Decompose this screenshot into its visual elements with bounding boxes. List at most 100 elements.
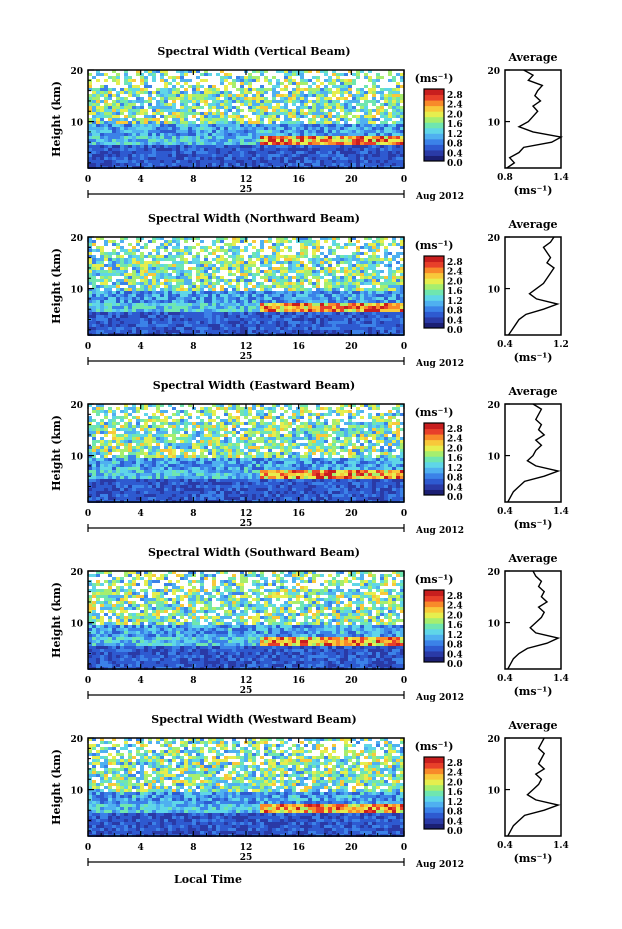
colorbar-swatch — [424, 294, 444, 301]
panel-4: Spectral Width (Southward Beam) 0 4 8 12 16 20… — [50, 546, 569, 703]
average-frame — [504, 69, 562, 169]
average-x-tick-label: 0.4 — [497, 674, 513, 684]
colorbar-swatch — [424, 305, 444, 312]
average-profile-line — [507, 403, 561, 503]
x-tick-label: 0 — [85, 676, 91, 686]
y-tick-label: 10 — [70, 787, 83, 797]
colorbar-unit: (ms⁻¹) — [415, 406, 454, 419]
panel-title: Spectral Width (Northward Beam) — [148, 212, 360, 225]
panel-5: Spectral Width (Westward Beam) 0 4 8 12 16 20 0… — [50, 713, 569, 886]
average-x-axis-label: (ms⁻¹) — [514, 351, 553, 364]
colorbar-tick-label: 0.4 — [447, 817, 463, 827]
colorbar-swatch — [424, 261, 444, 268]
date-day-label: 25 — [240, 853, 253, 863]
colorbar-swatch — [424, 757, 444, 764]
colorbar-swatch — [424, 823, 444, 830]
colorbar-swatch — [424, 773, 444, 780]
x-tick-label: 0 — [85, 342, 91, 352]
colorbar-swatch — [424, 133, 444, 140]
y-tick-label: 20 — [70, 401, 83, 411]
colorbar-tick-label: 0.4 — [447, 650, 463, 660]
average-x-tick-label: 1.4 — [553, 173, 569, 183]
colorbar-swatch — [424, 817, 444, 824]
x-tick-label: 0 — [85, 175, 91, 185]
date-month-label: Aug 2012 — [415, 860, 464, 870]
colorbar-swatch — [424, 617, 444, 624]
colorbar-swatch — [424, 149, 444, 156]
average-x-tick-label: 1.2 — [553, 340, 569, 350]
average-frame — [504, 236, 562, 336]
x-tick-label: 20 — [345, 843, 358, 853]
colorbar-swatch — [424, 423, 444, 430]
x-axis-label: Local Time — [174, 873, 242, 886]
colorbar-tick-label: 0.4 — [447, 149, 463, 159]
colorbar-tick-label: 0.8 — [447, 808, 463, 818]
colorbar-swatch — [424, 311, 444, 318]
panel-title: Spectral Width (Vertical Beam) — [157, 45, 350, 58]
average-frame — [504, 403, 562, 503]
colorbar-swatch — [424, 806, 444, 813]
colorbar-swatch — [424, 779, 444, 786]
colorbar-swatch — [424, 590, 444, 597]
average-y-tick-label: 10 — [487, 286, 500, 296]
date-month-label: Aug 2012 — [415, 693, 464, 703]
colorbar-swatch — [424, 138, 444, 145]
colorbar-tick-label: 1.2 — [447, 464, 463, 474]
colorbar-tick-label: 2.4 — [447, 602, 463, 612]
colorbar-unit: (ms⁻¹) — [415, 573, 454, 586]
average-x-tick-label: 0.8 — [497, 173, 513, 183]
y-tick-label: 10 — [70, 453, 83, 463]
average-x-tick-label: 1.4 — [553, 674, 569, 684]
colorbar-tick-label: 2.4 — [447, 101, 463, 111]
y-tick-label: 10 — [70, 620, 83, 630]
panel-title: Spectral Width (Westward Beam) — [151, 713, 356, 726]
colorbar-frame — [423, 756, 445, 830]
colorbar-swatch — [424, 100, 444, 107]
colorbar-tick-label: 1.2 — [447, 798, 463, 808]
colorbar-swatch — [424, 650, 444, 657]
average-y-tick-label: 10 — [487, 453, 500, 463]
colorbar-tick-label: 0.0 — [447, 326, 463, 336]
colorbar-tick-label: 2.0 — [447, 611, 463, 621]
average-title: Average — [507, 385, 557, 398]
colorbar-swatch — [424, 289, 444, 296]
y-axis-label: Height (km) — [50, 749, 63, 825]
colorbar-tick-label: 2.8 — [447, 91, 463, 101]
average-frame — [504, 737, 562, 837]
panel-title: Spectral Width (Eastward Beam) — [153, 379, 355, 392]
colorbar-tick-label: 0.0 — [447, 159, 463, 169]
colorbar-swatch — [424, 116, 444, 123]
y-tick-label: 20 — [70, 735, 83, 745]
colorbar-swatch — [424, 628, 444, 635]
colorbar-unit: (ms⁻¹) — [415, 72, 454, 85]
colorbar-tick-label: 2.8 — [447, 425, 463, 435]
average-profile-line — [506, 69, 564, 169]
colorbar-swatch — [424, 450, 444, 457]
average-x-axis-label: (ms⁻¹) — [514, 518, 553, 531]
average-profile-line — [507, 236, 560, 336]
average-profile-line — [507, 570, 561, 670]
average-y-tick-label: 20 — [487, 234, 500, 244]
colorbar-tick-label: 0.8 — [447, 474, 463, 484]
colorbar-swatch — [424, 762, 444, 769]
colorbar-tick-label: 2.4 — [447, 268, 463, 278]
x-tick-label: 4 — [138, 843, 144, 853]
y-tick-label: 10 — [70, 286, 83, 296]
y-axis-label: Height (km) — [50, 248, 63, 324]
colorbar-swatch — [424, 89, 444, 96]
date-day-label: 25 — [240, 352, 253, 362]
colorbar-swatch — [424, 795, 444, 802]
colorbar-frame — [423, 589, 445, 663]
average-x-axis-label: (ms⁻¹) — [514, 184, 553, 197]
y-tick-label: 20 — [70, 67, 83, 77]
colorbar-tick-label: 2.0 — [447, 110, 463, 120]
colorbar-swatch — [424, 94, 444, 101]
colorbar-swatch — [424, 784, 444, 791]
y-tick-label: 20 — [70, 234, 83, 244]
colorbar-swatch — [424, 489, 444, 496]
x-tick-label: 4 — [138, 509, 144, 519]
colorbar-swatch — [424, 300, 444, 307]
x-tick-label: 20 — [345, 676, 358, 686]
colorbar-swatch — [424, 105, 444, 112]
